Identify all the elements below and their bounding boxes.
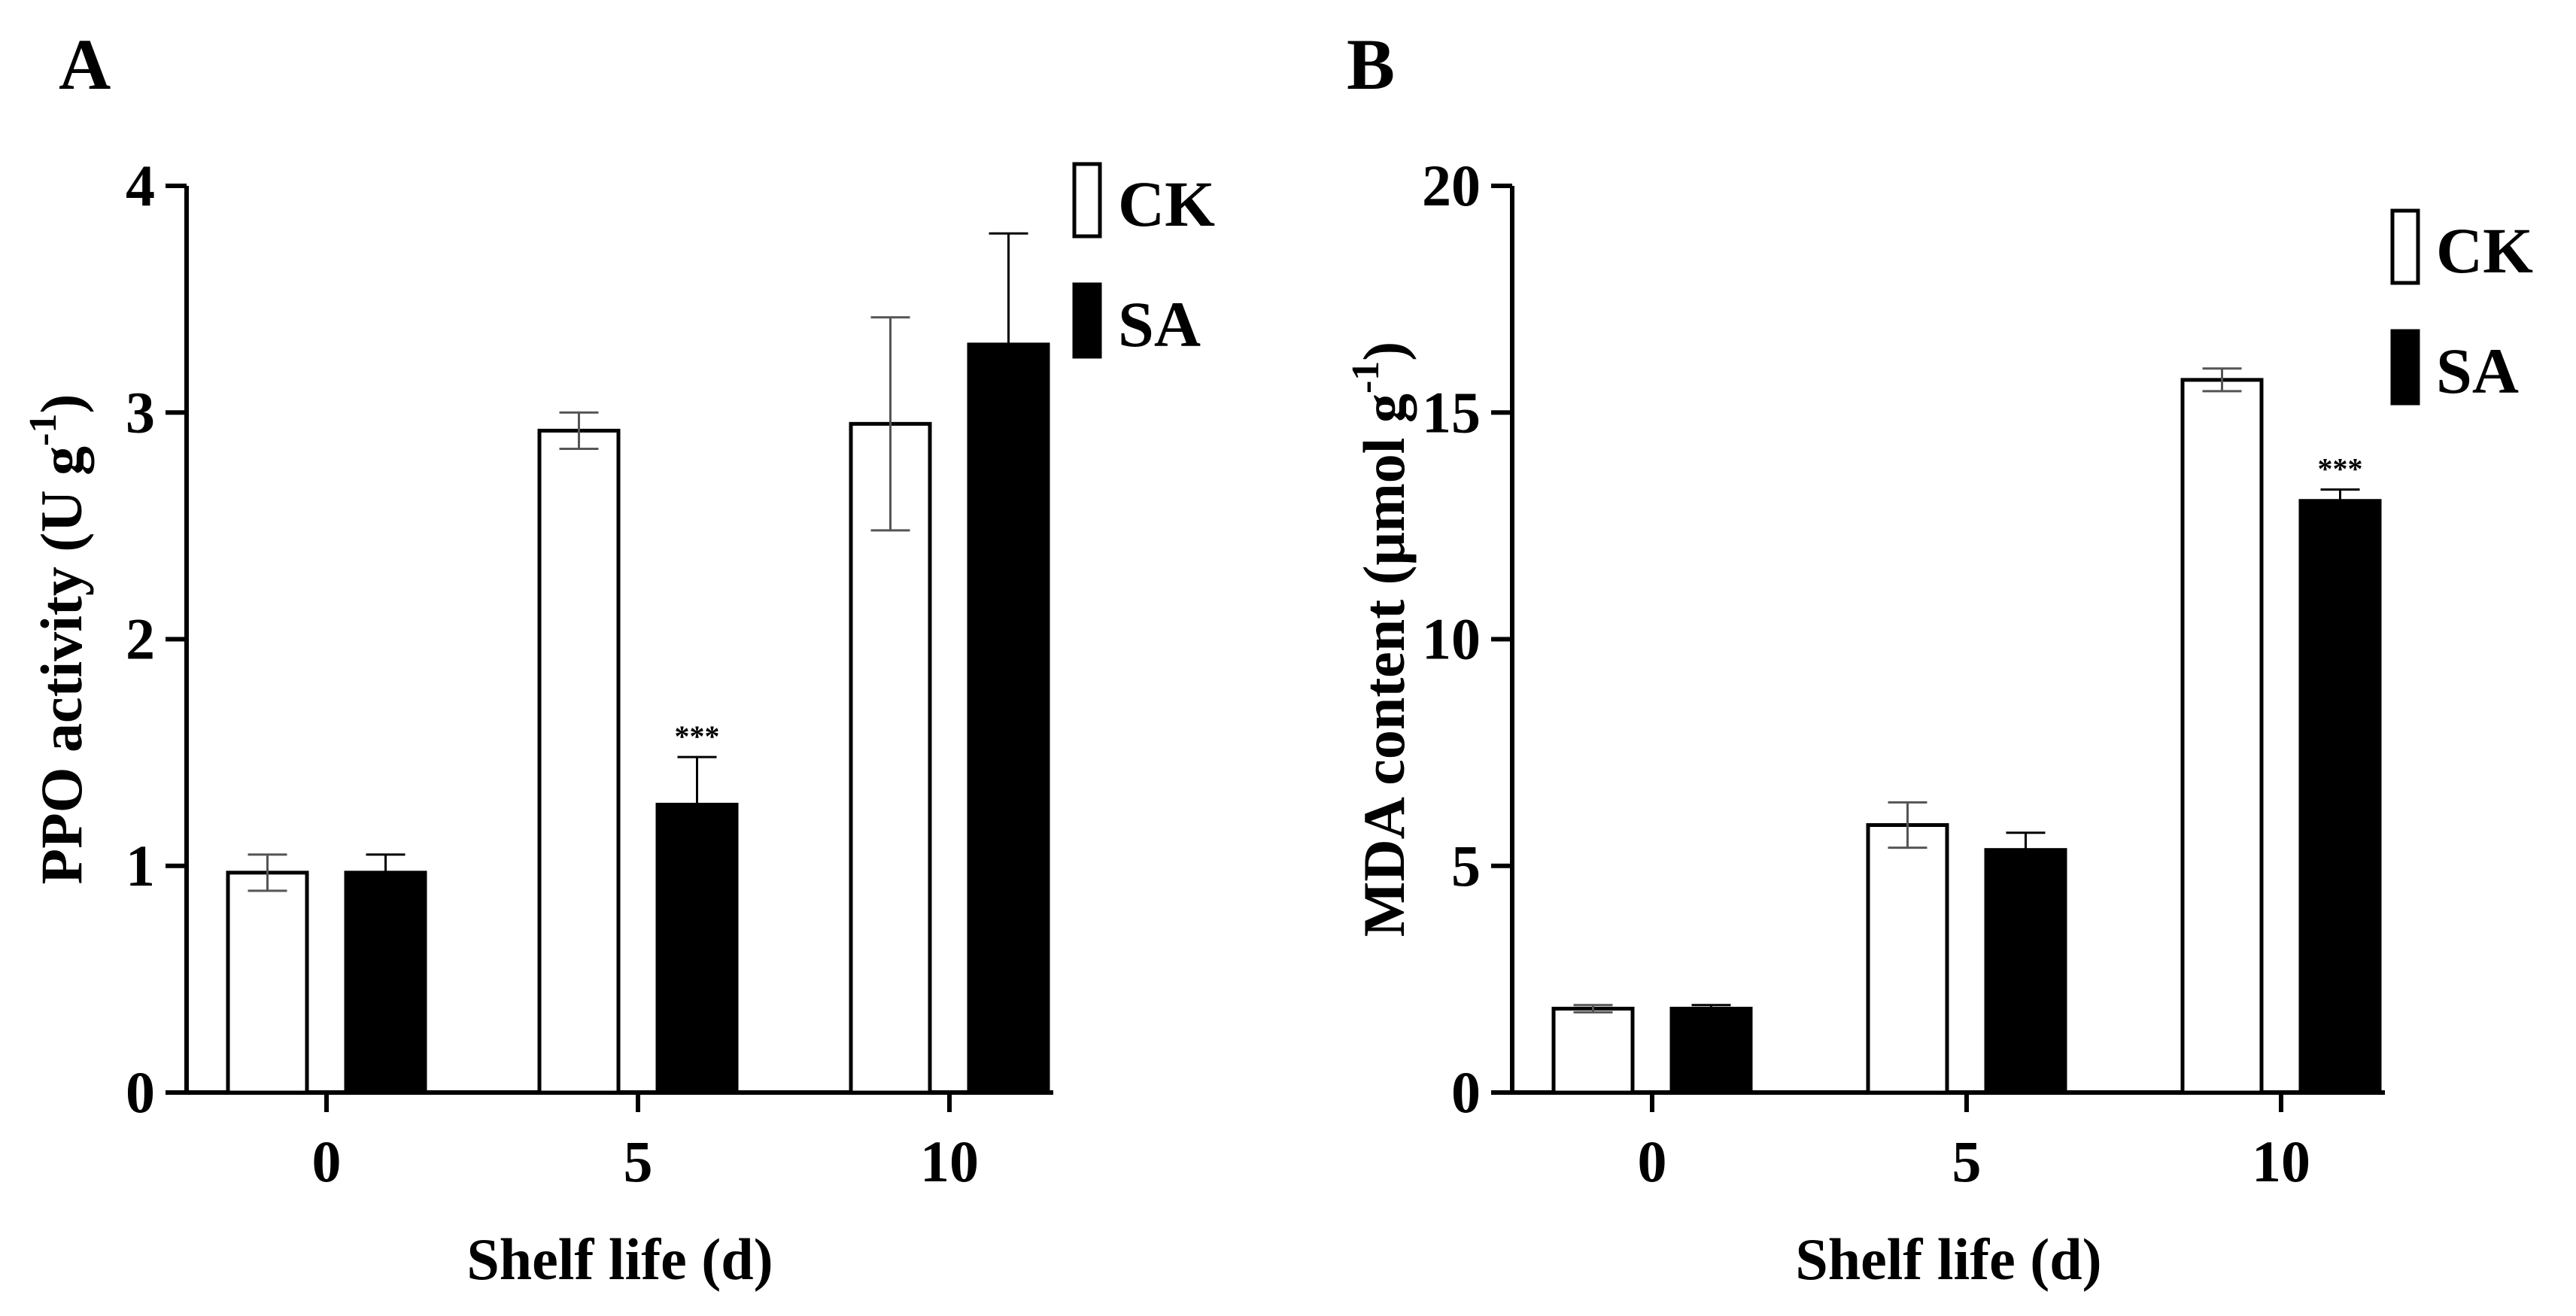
legend-label-ck: CK <box>1118 168 1215 240</box>
panel-label: B <box>1347 24 1395 105</box>
x-tick-label: 10 <box>2252 1129 2310 1194</box>
x-axis-title: Shelf life (d) <box>1795 1226 2101 1292</box>
bar-sa-0 <box>1669 1007 1753 1095</box>
y-axis-title-close: ) <box>1351 342 1417 361</box>
y-axis-title: MDA content (μmol g-1) <box>1344 342 1417 938</box>
x-tick-label: 10 <box>920 1129 979 1194</box>
panel-b: B 0 5 10 15 20 0 5 10 *** Shelf life (d) MDA conten… <box>1344 24 2533 1292</box>
legend-swatch-sa <box>2390 329 2420 406</box>
x-axis-title: Shelf life (d) <box>466 1226 773 1292</box>
panel-a: A 0 1 2 3 4 0 5 10 *** Shelf life (d) PPO activity … <box>22 24 1215 1292</box>
legend-swatch-ck <box>2390 208 2420 285</box>
bar-sa-0 <box>344 871 427 1095</box>
significance-label: *** <box>2318 452 2363 486</box>
x-tick-label: 5 <box>624 1129 653 1194</box>
y-tick-label: 0 <box>126 1059 155 1125</box>
bar-sa-10 <box>967 342 1050 1095</box>
y-axis-title: PPO activity (U g-1) <box>22 394 94 885</box>
bar-ck-0 <box>1551 1007 1635 1095</box>
x-tick-label: 0 <box>1638 1129 1667 1194</box>
y-tick-label: 5 <box>1451 833 1481 898</box>
y-tick-label: 20 <box>1422 153 1481 218</box>
y-tick-label: 1 <box>126 833 155 898</box>
y-axis-title-sup: -1 <box>22 413 65 445</box>
bar-sa-10 <box>2298 499 2382 1095</box>
legend-label-ck: CK <box>2436 214 2533 287</box>
legend-label-sa: SA <box>1118 288 1201 360</box>
legend-label-sa: SA <box>2436 335 2519 407</box>
legend-swatch-ck <box>1072 162 1102 239</box>
y-tick-label: 0 <box>1451 1059 1481 1125</box>
x-tick-label: 5 <box>1952 1129 1982 1194</box>
significance-label: *** <box>675 719 720 753</box>
y-tick-label: 3 <box>126 379 155 445</box>
y-axis-title-close: ) <box>29 394 94 414</box>
panel-label: A <box>59 24 111 105</box>
bar-ck-10 <box>2180 378 2264 1095</box>
y-tick-label: 10 <box>1422 606 1481 672</box>
legend-swatch-sa <box>1072 282 1102 359</box>
y-axis-title-main: PPO activity (U g <box>29 446 94 885</box>
y-tick-label: 2 <box>126 606 155 672</box>
y-tick-label: 4 <box>126 153 155 218</box>
bar-ck-0 <box>226 871 309 1095</box>
y-axis-title-main: MDA content (μmol g <box>1351 394 1417 937</box>
y-tick-label: 15 <box>1422 379 1481 445</box>
bar-sa-5 <box>655 802 739 1095</box>
bar-sa-5 <box>1984 848 2067 1095</box>
bar-ck-5 <box>537 428 621 1095</box>
y-axis-title-sup: -1 <box>1344 361 1387 394</box>
x-tick-label: 0 <box>312 1129 342 1194</box>
bar-ck-5 <box>1866 823 1949 1095</box>
